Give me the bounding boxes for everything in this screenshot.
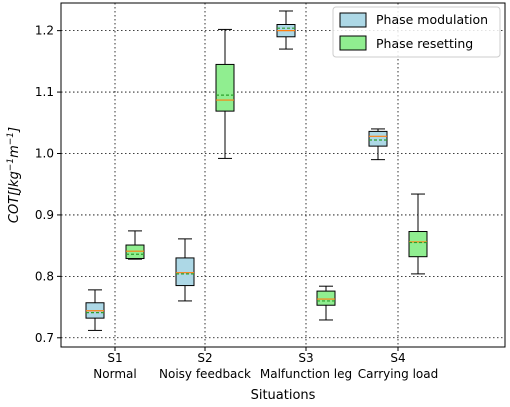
x-tick-label-s2: S2 [197,351,212,365]
grid [61,3,505,347]
x-tick-label-carrying-load: Carrying load [358,367,439,381]
legend-frame [332,6,501,58]
y-tick-label: 0.9 [35,208,54,222]
boxes [85,10,428,331]
x-tick-label-s3: S3 [298,351,313,365]
legend-label-phase-resetting: Phase resetting [376,36,473,51]
legend: Phase modulation Phase resetting [332,6,501,58]
legend-swatch-phase-resetting [339,35,367,51]
y-tick-label: 1.0 [35,147,54,161]
plot-frame [60,2,506,348]
box-phase-resetting-s3 [316,285,336,321]
x-tick-label-normal: Normal [93,367,136,381]
box-phase-modulation-s2 [175,238,195,302]
y-tick-label: 1.2 [35,24,54,38]
x-axis-label: Situations [251,388,316,403]
axes: 0.7 0.8 0.9 1.0 1.1 1.2 S1 Normal S2 Noisy feedba… [35,24,438,381]
legend-swatch-phase-modulation [339,12,367,28]
box-phase-modulation-s4 [368,128,388,161]
box-phase-resetting-s1 [125,230,145,260]
box-body [408,231,428,258]
box-body [368,130,388,147]
y-tick-label: 0.8 [35,269,54,283]
box-body [215,63,235,112]
y-tick-label: 1.1 [35,85,54,99]
box-body [175,257,195,287]
x-tick-label-malfunction-leg: Malfunction leg [260,367,352,381]
x-tick-label-s4: S4 [390,351,405,365]
box-body [125,244,145,260]
x-tick-label-s1: S1 [107,351,122,365]
y-axis-label: COT[Jkg−1m−1] [6,127,22,223]
box-phase-resetting-s4 [408,193,428,275]
box-phase-resetting-s2 [215,28,235,159]
box-body [316,290,336,306]
box-phase-modulation-s1 [85,289,105,331]
box-phase-modulation-s3 [276,10,296,50]
y-tick-label: 0.7 [35,331,54,345]
x-tick-label-noisy-feedback: Noisy feedback [159,367,251,381]
legend-label-phase-modulation: Phase modulation [376,12,488,27]
